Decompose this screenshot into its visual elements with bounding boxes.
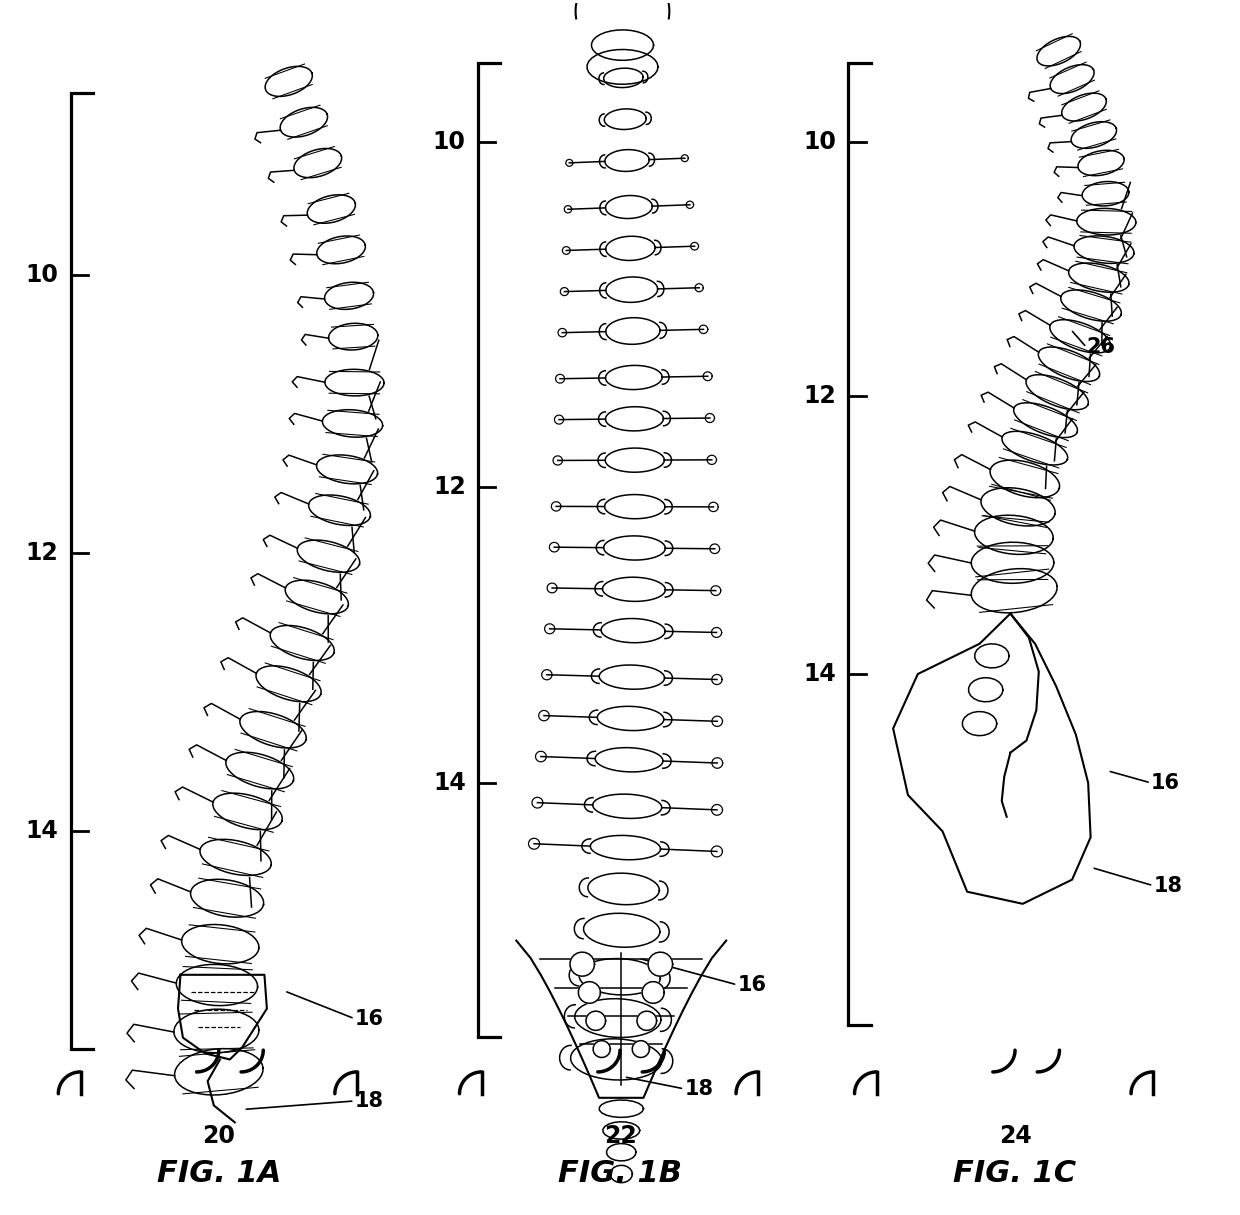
Text: 14: 14 (804, 662, 836, 686)
Text: FIG. 1C: FIG. 1C (954, 1159, 1076, 1188)
Polygon shape (587, 1011, 605, 1030)
Polygon shape (968, 678, 1003, 702)
Polygon shape (642, 982, 665, 1004)
Polygon shape (632, 1040, 650, 1057)
Text: 14: 14 (26, 819, 58, 843)
Text: 26: 26 (1086, 338, 1116, 357)
Text: 24: 24 (998, 1124, 1032, 1148)
Text: 10: 10 (433, 130, 466, 154)
Text: 18: 18 (1153, 876, 1182, 895)
Text: 16: 16 (1151, 773, 1179, 793)
Polygon shape (570, 953, 594, 976)
Polygon shape (637, 1011, 657, 1030)
Text: 18: 18 (684, 1079, 713, 1098)
Text: 10: 10 (26, 262, 58, 287)
Polygon shape (593, 1040, 610, 1057)
Text: 12: 12 (26, 541, 58, 565)
Text: 20: 20 (202, 1124, 236, 1148)
Polygon shape (975, 644, 1009, 668)
Text: 18: 18 (355, 1091, 383, 1111)
Text: 22: 22 (604, 1124, 636, 1148)
Text: 16: 16 (355, 1008, 383, 1029)
Polygon shape (649, 953, 672, 976)
Text: 16: 16 (738, 974, 766, 995)
Polygon shape (962, 712, 997, 735)
Polygon shape (578, 982, 600, 1004)
Text: FIG. 1B: FIG. 1B (558, 1159, 682, 1188)
Text: FIG. 1A: FIG. 1A (156, 1159, 281, 1188)
Text: 12: 12 (433, 475, 466, 498)
Text: 12: 12 (804, 384, 836, 408)
Text: 10: 10 (804, 130, 836, 154)
Text: 14: 14 (433, 770, 466, 795)
